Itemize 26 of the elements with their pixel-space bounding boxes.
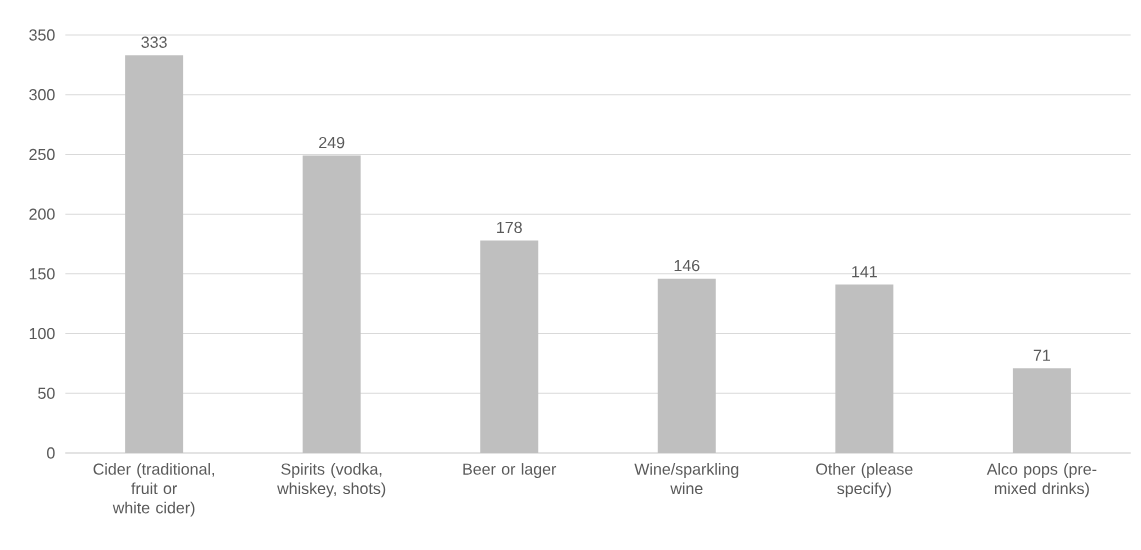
y-tick-label: 50 bbox=[38, 387, 55, 399]
x-tick-label: Wine/sparkling wine bbox=[634, 463, 739, 495]
bar bbox=[1012, 368, 1071, 453]
x-tick-label: Beer or lager bbox=[463, 463, 557, 478]
x-tick-label: Other (please specify) bbox=[816, 463, 913, 498]
y-tick-label: 0 bbox=[47, 447, 55, 459]
y-tick-label: 350 bbox=[29, 29, 55, 41]
y-tick-label: 100 bbox=[29, 327, 55, 340]
bar bbox=[125, 55, 184, 453]
data-label: 71 bbox=[1033, 349, 1051, 361]
bar bbox=[480, 240, 539, 453]
data-label: 178 bbox=[497, 221, 522, 234]
bar bbox=[302, 155, 361, 453]
y-tick-label: 250 bbox=[29, 148, 55, 161]
bar bbox=[835, 284, 894, 453]
data-label: 146 bbox=[674, 259, 700, 272]
y-tick-label: 300 bbox=[29, 89, 55, 101]
x-tick-label: Alco pops (pre-mixed drinks) bbox=[986, 463, 1097, 498]
bar bbox=[657, 278, 716, 453]
x-tick-label: Spirits (vodka, whiskey, shots) bbox=[277, 463, 386, 498]
y-tick-label: 200 bbox=[29, 208, 55, 220]
data-label: 333 bbox=[141, 36, 167, 48]
y-tick-label: 150 bbox=[29, 268, 55, 280]
data-label: 141 bbox=[852, 266, 877, 278]
data-label: 249 bbox=[319, 136, 345, 149]
x-tick-label: Cider (traditional, fruit or white cider) bbox=[93, 463, 215, 517]
